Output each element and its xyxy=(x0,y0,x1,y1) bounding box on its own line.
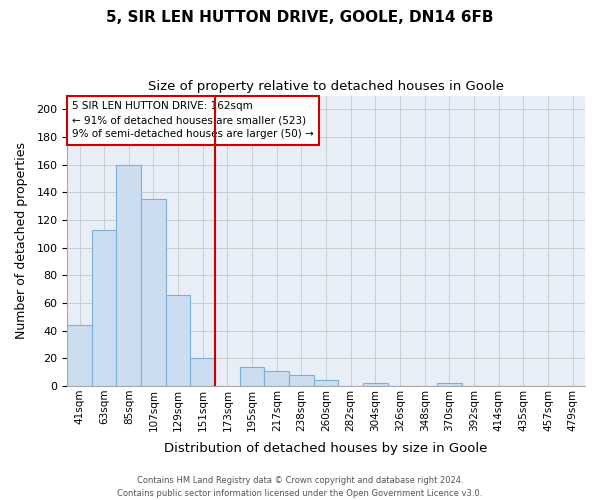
Text: 5, SIR LEN HUTTON DRIVE, GOOLE, DN14 6FB: 5, SIR LEN HUTTON DRIVE, GOOLE, DN14 6FB xyxy=(106,10,494,25)
Bar xyxy=(289,375,314,386)
Bar xyxy=(116,164,141,386)
Text: 5 SIR LEN HUTTON DRIVE: 162sqm
← 91% of detached houses are smaller (523)
9% of : 5 SIR LEN HUTTON DRIVE: 162sqm ← 91% of … xyxy=(73,102,314,140)
Bar xyxy=(265,371,289,386)
Bar xyxy=(240,366,265,386)
Bar xyxy=(92,230,116,386)
Bar xyxy=(314,380,338,386)
Bar xyxy=(141,200,166,386)
Title: Size of property relative to detached houses in Goole: Size of property relative to detached ho… xyxy=(148,80,504,93)
X-axis label: Distribution of detached houses by size in Goole: Distribution of detached houses by size … xyxy=(164,442,488,455)
Bar xyxy=(166,294,190,386)
Bar xyxy=(437,383,462,386)
Y-axis label: Number of detached properties: Number of detached properties xyxy=(15,142,28,340)
Bar xyxy=(67,325,92,386)
Text: Contains HM Land Registry data © Crown copyright and database right 2024.
Contai: Contains HM Land Registry data © Crown c… xyxy=(118,476,482,498)
Bar xyxy=(363,383,388,386)
Bar xyxy=(190,358,215,386)
